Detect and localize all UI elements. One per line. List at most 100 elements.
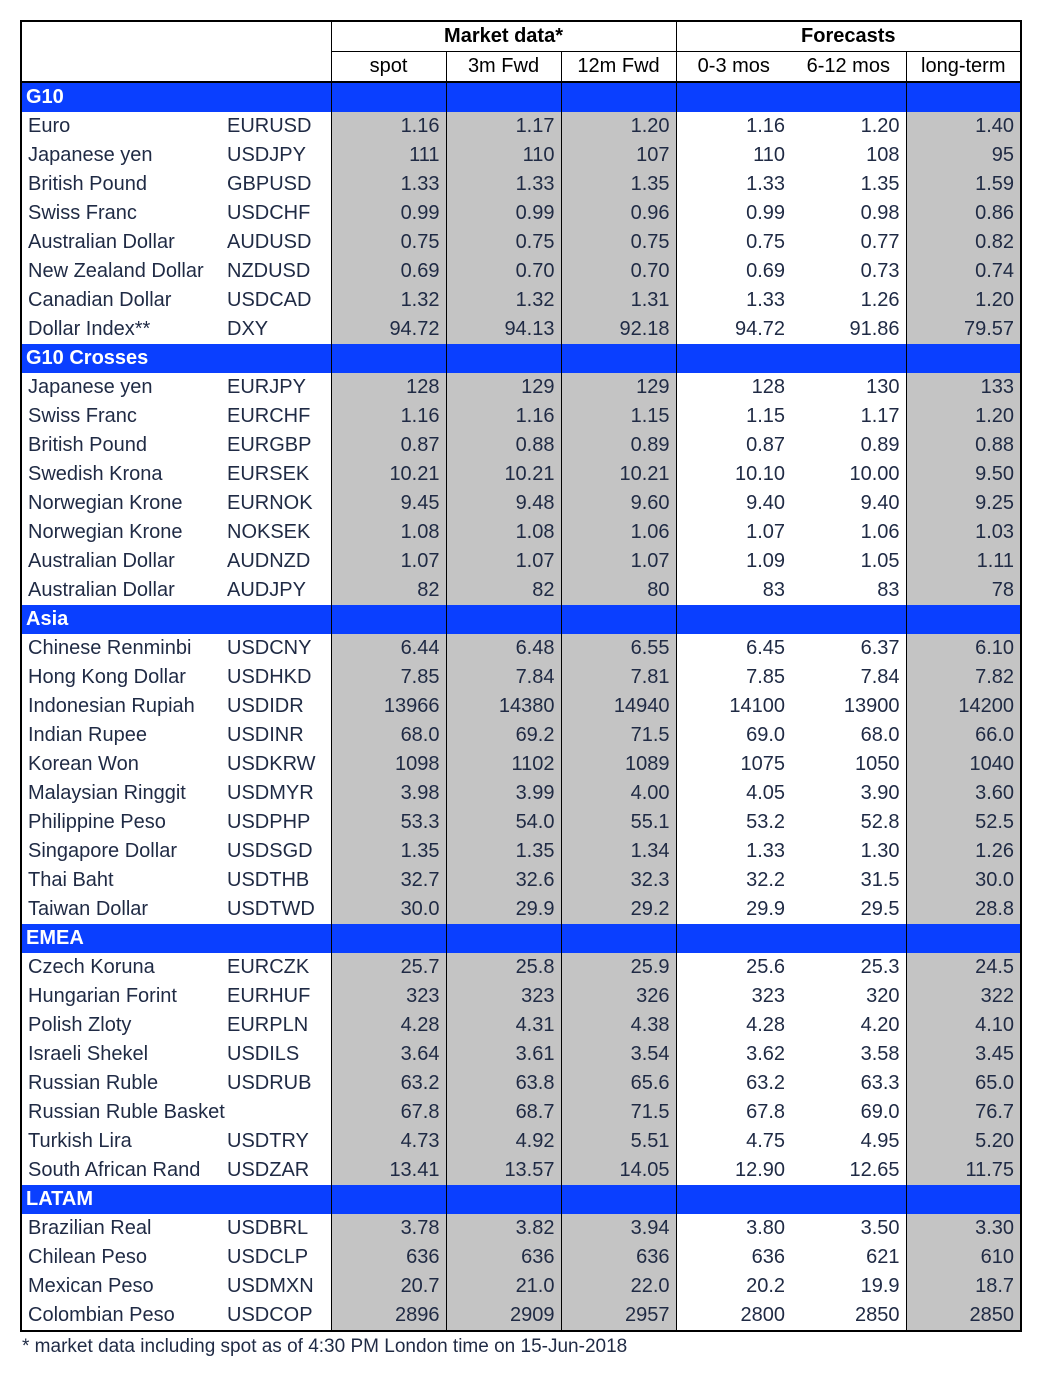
val-0-3m: 1.33 xyxy=(676,170,791,199)
val-12m-fwd: 25.9 xyxy=(561,953,676,982)
table-row: Taiwan DollarUSDTWD30.029.929.229.929.52… xyxy=(21,895,1021,924)
val-long-term: 0.82 xyxy=(906,228,1021,257)
val-6-12m: 25.3 xyxy=(791,953,906,982)
val-6-12m: 2850 xyxy=(791,1301,906,1331)
val-spot: 111 xyxy=(331,141,446,170)
val-12m-fwd: 92.18 xyxy=(561,315,676,344)
val-3m-fwd: 6.48 xyxy=(446,634,561,663)
table-row: Dollar Index**DXY94.7294.1392.1894.7291.… xyxy=(21,315,1021,344)
val-long-term: 65.0 xyxy=(906,1069,1021,1098)
table-row: Australian DollarAUDJPY828280838378 xyxy=(21,576,1021,605)
val-spot: 25.7 xyxy=(331,953,446,982)
val-spot: 10.21 xyxy=(331,460,446,489)
val-3m-fwd: 0.99 xyxy=(446,199,561,228)
val-long-term: 133 xyxy=(906,373,1021,402)
val-long-term: 76.7 xyxy=(906,1098,1021,1127)
currency-name: Swiss Franc xyxy=(21,199,221,228)
val-spot: 1.16 xyxy=(331,402,446,431)
table-row: Colombian PesoUSDCOP28962909295728002850… xyxy=(21,1301,1021,1331)
val-0-3m: 4.75 xyxy=(676,1127,791,1156)
currency-name: Swedish Krona xyxy=(21,460,221,489)
val-spot: 0.99 xyxy=(331,199,446,228)
val-3m-fwd: 1.17 xyxy=(446,112,561,141)
currency-ticker: USDPHP xyxy=(221,808,331,837)
val-0-3m: 10.10 xyxy=(676,460,791,489)
val-spot: 2896 xyxy=(331,1301,446,1331)
val-long-term: 30.0 xyxy=(906,866,1021,895)
val-6-12m: 0.77 xyxy=(791,228,906,257)
val-0-3m: 69.0 xyxy=(676,721,791,750)
table-row: Indian RupeeUSDINR68.069.271.569.068.066… xyxy=(21,721,1021,750)
val-12m-fwd: 1.07 xyxy=(561,547,676,576)
table-row: Thai BahtUSDTHB32.732.632.332.231.530.0 xyxy=(21,866,1021,895)
val-6-12m: 1.35 xyxy=(791,170,906,199)
table-row: British PoundGBPUSD1.331.331.351.331.351… xyxy=(21,170,1021,199)
currency-ticker: USDMYR xyxy=(221,779,331,808)
val-3m-fwd: 25.8 xyxy=(446,953,561,982)
val-0-3m: 636 xyxy=(676,1243,791,1272)
currency-name: Brazilian Real xyxy=(21,1214,221,1243)
val-long-term: 0.88 xyxy=(906,431,1021,460)
val-0-3m: 6.45 xyxy=(676,634,791,663)
val-3m-fwd: 110 xyxy=(446,141,561,170)
val-12m-fwd: 80 xyxy=(561,576,676,605)
val-0-3m: 0.69 xyxy=(676,257,791,286)
val-12m-fwd: 29.2 xyxy=(561,895,676,924)
val-spot: 13.41 xyxy=(331,1156,446,1185)
val-0-3m: 0.99 xyxy=(676,199,791,228)
val-12m-fwd: 0.75 xyxy=(561,228,676,257)
table-row: Israeli ShekelUSDILS3.643.613.543.623.58… xyxy=(21,1040,1021,1069)
val-spot: 6.44 xyxy=(331,634,446,663)
section-header: G10 xyxy=(21,82,1021,112)
val-12m-fwd: 1089 xyxy=(561,750,676,779)
val-6-12m: 19.9 xyxy=(791,1272,906,1301)
val-spot: 7.85 xyxy=(331,663,446,692)
val-long-term: 0.74 xyxy=(906,257,1021,286)
table-row: Swedish KronaEURSEK10.2110.2110.2110.101… xyxy=(21,460,1021,489)
val-long-term: 1.20 xyxy=(906,402,1021,431)
val-spot: 3.64 xyxy=(331,1040,446,1069)
val-3m-fwd: 1.32 xyxy=(446,286,561,315)
val-3m-fwd: 129 xyxy=(446,373,561,402)
val-12m-fwd: 3.94 xyxy=(561,1214,676,1243)
val-long-term: 322 xyxy=(906,982,1021,1011)
val-3m-fwd: 1.33 xyxy=(446,170,561,199)
val-0-3m: 3.62 xyxy=(676,1040,791,1069)
table-row: Polish ZlotyEURPLN4.284.314.384.284.204.… xyxy=(21,1011,1021,1040)
table-row: Norwegian KroneNOKSEK1.081.081.061.071.0… xyxy=(21,518,1021,547)
val-6-12m: 1050 xyxy=(791,750,906,779)
currency-name: Chinese Renminbi xyxy=(21,634,221,663)
table-row: Singapore DollarUSDSGD1.351.351.341.331.… xyxy=(21,837,1021,866)
val-long-term: 1040 xyxy=(906,750,1021,779)
val-spot: 67.8 xyxy=(331,1098,446,1127)
val-6-12m: 3.90 xyxy=(791,779,906,808)
table-row: Korean WonUSDKRW109811021089107510501040 xyxy=(21,750,1021,779)
val-spot: 1.08 xyxy=(331,518,446,547)
currency-name: Japanese yen xyxy=(21,141,221,170)
val-0-3m: 1.09 xyxy=(676,547,791,576)
val-3m-fwd: 1.07 xyxy=(446,547,561,576)
val-3m-fwd: 0.88 xyxy=(446,431,561,460)
currency-ticker: USDILS xyxy=(221,1040,331,1069)
currency-name: Mexican Peso xyxy=(21,1272,221,1301)
section-title: EMEA xyxy=(21,924,331,953)
currency-name: Australian Dollar xyxy=(21,228,221,257)
val-0-3m: 1.33 xyxy=(676,286,791,315)
val-0-3m: 14100 xyxy=(676,692,791,721)
val-long-term: 1.40 xyxy=(906,112,1021,141)
currency-ticker: GBPUSD xyxy=(221,170,331,199)
footnote: * market data including spot as of 4:30 … xyxy=(20,1332,1030,1358)
val-spot: 0.75 xyxy=(331,228,446,257)
val-long-term: 66.0 xyxy=(906,721,1021,750)
val-spot: 53.3 xyxy=(331,808,446,837)
val-3m-fwd: 9.48 xyxy=(446,489,561,518)
val-12m-fwd: 14940 xyxy=(561,692,676,721)
val-3m-fwd: 323 xyxy=(446,982,561,1011)
currency-name: Australian Dollar xyxy=(21,576,221,605)
val-3m-fwd: 0.75 xyxy=(446,228,561,257)
currency-ticker: NZDUSD xyxy=(221,257,331,286)
val-3m-fwd: 82 xyxy=(446,576,561,605)
val-6-12m: 1.17 xyxy=(791,402,906,431)
currency-name: Korean Won xyxy=(21,750,221,779)
col-12m-fwd: 12m Fwd xyxy=(561,52,676,83)
